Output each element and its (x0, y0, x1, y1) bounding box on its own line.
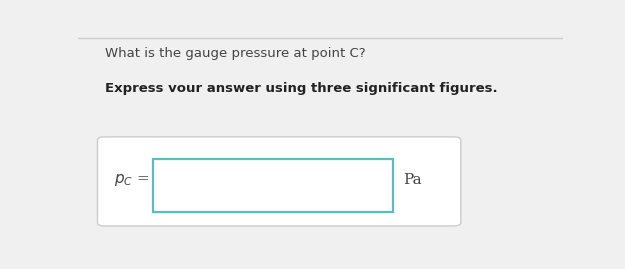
Text: $p_C$ =: $p_C$ = (114, 172, 150, 188)
Bar (153, 159, 393, 213)
FancyBboxPatch shape (98, 137, 461, 226)
Text: Express vour answer using three significant figures.: Express vour answer using three signific… (105, 82, 498, 95)
Text: What is the gauge pressure at point C?: What is the gauge pressure at point C? (105, 47, 366, 60)
Text: Pa: Pa (402, 174, 421, 187)
